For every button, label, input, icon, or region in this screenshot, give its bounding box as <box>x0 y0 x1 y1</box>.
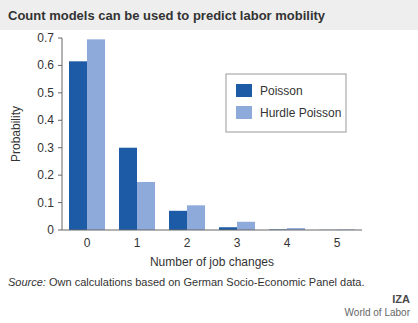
bar <box>87 39 105 230</box>
source-prefix: Source: <box>8 276 46 288</box>
x-tick-label: 1 <box>134 236 141 250</box>
bar <box>187 205 205 230</box>
legend-label: Poisson <box>260 84 303 98</box>
bar <box>119 148 137 230</box>
x-tick-label: 0 <box>84 236 91 250</box>
y-tick-label: 0.3 <box>37 141 54 155</box>
legend <box>226 74 346 132</box>
y-axis-label: Probability <box>9 106 23 162</box>
x-axis-label: Number of job changes <box>150 255 274 269</box>
y-tick <box>58 230 62 231</box>
y-tick-label: 0.7 <box>37 31 54 45</box>
y-tick <box>58 120 62 121</box>
title: Count models can be used to predict labo… <box>8 8 326 23</box>
x-tick-label: 3 <box>234 236 241 250</box>
y-tick-label: 0.5 <box>37 86 54 100</box>
x-tick-label: 2 <box>184 236 191 250</box>
x-tick-label: 5 <box>334 236 341 250</box>
bar <box>137 182 155 230</box>
x-axis <box>62 230 362 231</box>
legend-label: Hurdle Poisson <box>260 106 341 120</box>
y-tick <box>58 38 62 39</box>
y-tick <box>58 147 62 148</box>
y-tick-label: 0.1 <box>37 196 54 210</box>
y-tick <box>58 175 62 176</box>
title-band <box>0 0 418 30</box>
y-tick <box>58 92 62 93</box>
logo-iza: IZA <box>392 293 410 305</box>
y-tick-label: 0.6 <box>37 58 54 72</box>
y-axis <box>62 38 63 230</box>
source-body: Own calculations based on German Socio-E… <box>46 276 365 288</box>
logo-text: World of Labor <box>345 307 411 318</box>
bar <box>69 61 87 230</box>
chart: Count models can be used to predict labo… <box>0 0 418 323</box>
bars <box>69 39 355 230</box>
y-tick <box>58 202 62 203</box>
legend-swatch <box>236 84 252 97</box>
y-tick-label: 0.4 <box>37 113 54 127</box>
bar <box>169 211 187 230</box>
source: Source: Own calculations based on German… <box>8 276 364 288</box>
legend-swatch <box>236 106 252 119</box>
y-tick-label: 0 <box>47 223 54 237</box>
y-tick-label: 0.2 <box>37 168 54 182</box>
bar <box>237 222 255 230</box>
y-tick <box>58 65 62 66</box>
x-tick-label: 4 <box>284 236 291 250</box>
